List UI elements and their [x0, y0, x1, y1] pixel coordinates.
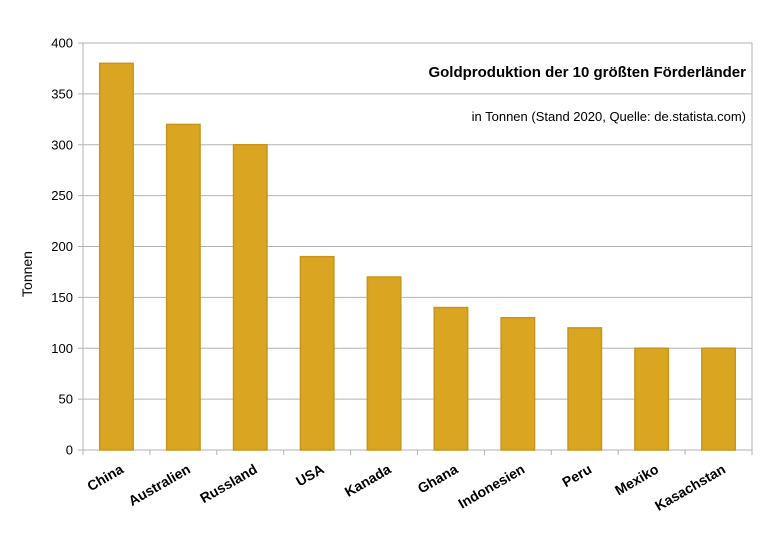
chart-title: Goldproduktion der 10 größten Förderländ… — [428, 64, 746, 81]
y-tick-label: 250 — [51, 188, 73, 203]
y-tick-label: 200 — [51, 239, 73, 254]
bar-kanada — [366, 276, 402, 451]
y-tick-label: 350 — [51, 86, 73, 101]
y-tick-label: 400 — [51, 36, 73, 51]
bar-china — [98, 62, 134, 451]
bar-usa — [299, 255, 335, 451]
bars — [98, 62, 737, 451]
y-tick-label: 0 — [66, 443, 73, 458]
y-tick-labels: 0 50 100 150 200 250 300 350 400 — [51, 36, 73, 458]
y-tick-label: 300 — [51, 137, 73, 152]
bar-australien — [165, 123, 201, 451]
y-tick-label: 100 — [51, 341, 73, 356]
bar-peru — [567, 327, 603, 451]
chart-subtitle: in Tonnen (Stand 2020, Quelle: de.statis… — [472, 109, 746, 124]
bar-indonesien — [500, 316, 536, 451]
bar-ghana — [433, 306, 469, 451]
bar-mexiko — [634, 347, 670, 451]
y-axis-title: Tonnen — [19, 251, 35, 297]
y-tick-label: 50 — [59, 392, 73, 407]
bar-kasachstan — [701, 347, 737, 451]
y-tick-label: 150 — [51, 290, 73, 305]
bar-russland — [232, 144, 268, 451]
